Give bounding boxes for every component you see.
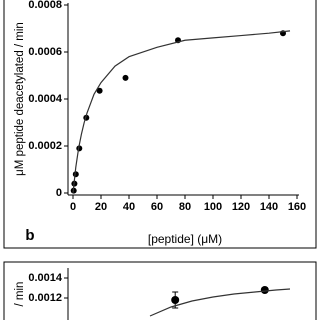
fit-line [149,288,291,317]
y-tick-label: 0.0012 [28,292,62,304]
y-axis-label: / min [14,282,26,307]
data-point [96,87,103,94]
x-tick-label: 20 [95,201,107,213]
x-tick-label: 40 [123,201,135,213]
x-tick-label: 80 [179,201,191,213]
data-point [260,286,269,294]
x-tick-label: 120 [232,201,250,213]
fit-line [72,30,291,194]
y-tick-label: 0.0008 [28,0,62,11]
panel-frame [3,261,317,320]
panel-frame [3,0,317,249]
x-tick-label: 100 [204,201,222,213]
x-tick-label: 140 [260,201,278,213]
y-tick-label: 0.0002 [28,140,62,152]
x-axis-label: [peptide] (μM) [148,232,222,246]
x-tick-label: 0 [70,201,76,213]
y-tick-label: 0.0014 [28,272,63,284]
x-tick-label: 160 [288,201,306,213]
y-tick-label: 0.0006 [28,46,62,58]
data-point [122,74,129,81]
y-axis-label: μM peptide deacetylated / min [14,22,26,176]
y-tick-label: 0 [56,187,62,199]
data-point [171,296,180,304]
x-tick-label: 60 [151,201,163,213]
panel-label: b [25,227,34,244]
y-tick-label: 0.0004 [28,93,63,105]
